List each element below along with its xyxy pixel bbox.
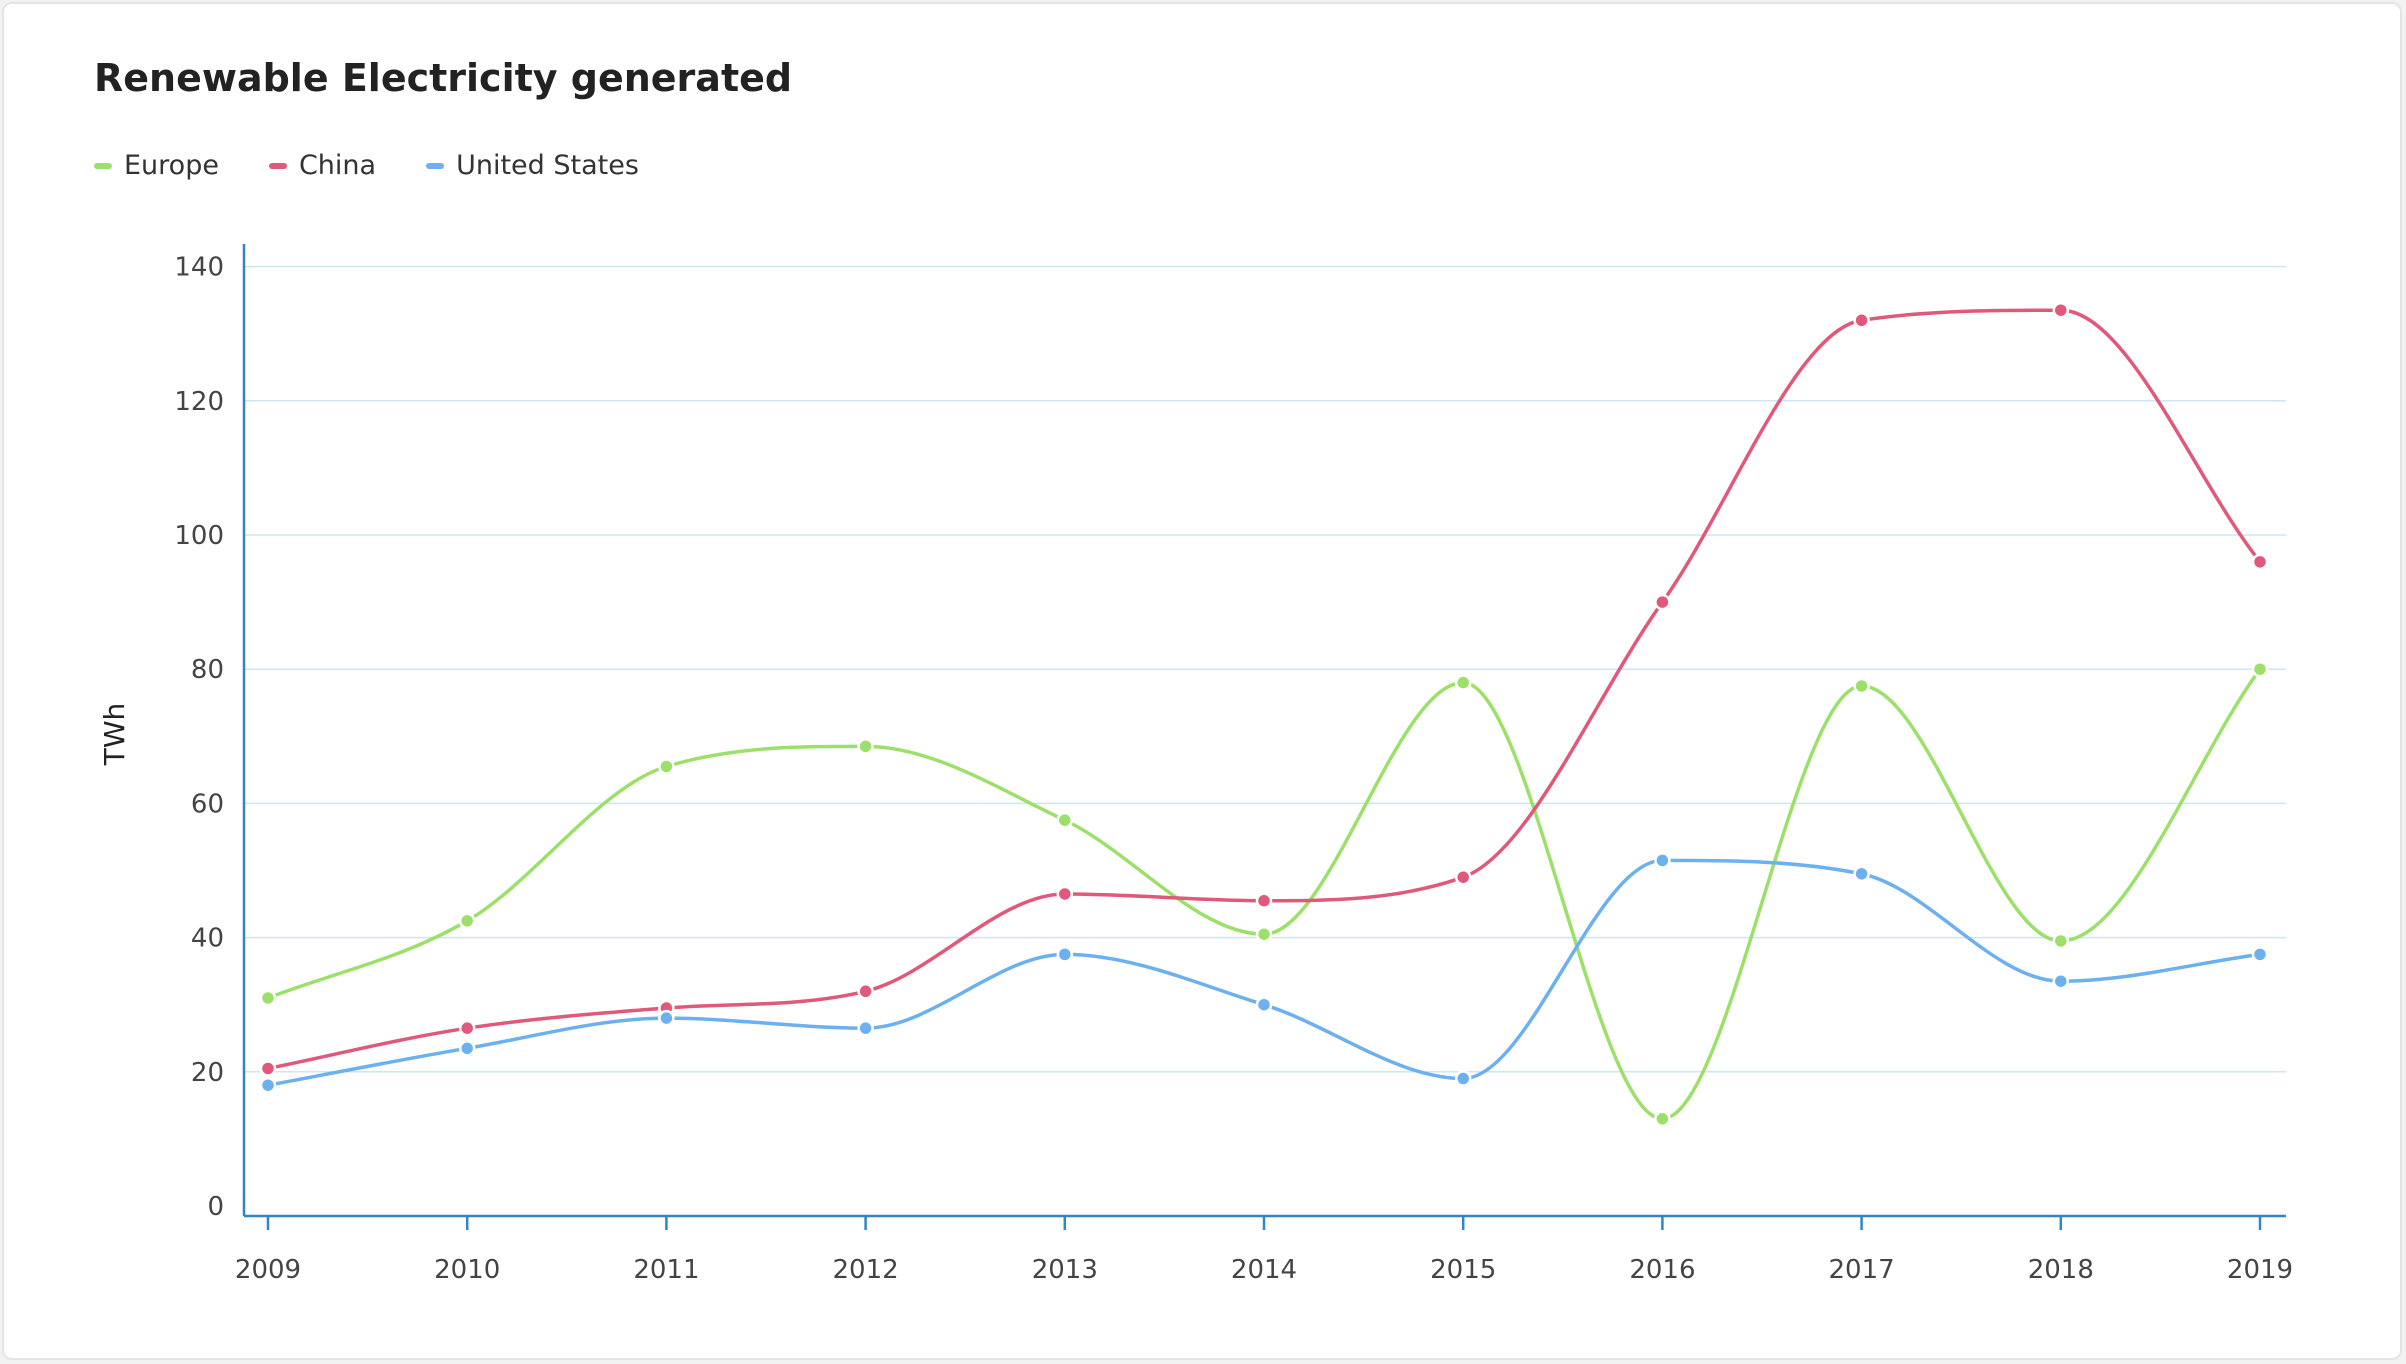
y-tick-label-60: 60 xyxy=(191,789,224,819)
data-point-united-states-2011[interactable] xyxy=(658,1009,675,1027)
data-point-united-states-2016[interactable] xyxy=(1654,852,1671,869)
legend-item-united-states[interactable]: United States xyxy=(426,150,639,181)
legend-label-china: China xyxy=(298,150,377,181)
legend-label-united-states: United States xyxy=(456,150,639,181)
data-point-europe-2014[interactable] xyxy=(1255,925,1273,943)
data-point-united-states-2017[interactable] xyxy=(1853,865,1870,883)
data-point-united-states-2018[interactable] xyxy=(2052,972,2070,990)
axes xyxy=(242,244,2286,1230)
series-line-europe[interactable] xyxy=(267,668,2262,1121)
series-points xyxy=(259,301,2269,1128)
x-tick-label-2013: 2013 xyxy=(1032,1255,1098,1285)
data-point-united-states-2019[interactable] xyxy=(2251,946,2269,963)
data-point-united-states-2014[interactable] xyxy=(1255,996,1273,1013)
series-lines xyxy=(267,308,2262,1121)
legend-item-europe[interactable]: Europe xyxy=(94,150,219,181)
data-point-europe-2011[interactable] xyxy=(658,758,675,775)
y-axis-title: TWh xyxy=(98,703,131,767)
y-tick-label-40: 40 xyxy=(191,924,224,954)
x-tick-label-2017: 2017 xyxy=(1829,1255,1895,1285)
series-line-china[interactable] xyxy=(267,308,2262,1071)
data-point-china-2010[interactable] xyxy=(458,1019,476,1037)
x-tick-label-2011: 2011 xyxy=(633,1255,699,1285)
gridlines xyxy=(244,265,2286,1073)
data-point-china-2009[interactable] xyxy=(259,1060,277,1077)
data-point-europe-2018[interactable] xyxy=(2052,932,2070,950)
y-tick-label-120: 120 xyxy=(174,387,224,417)
chart-title: Renewable Electricity generated xyxy=(94,56,793,100)
data-point-united-states-2015[interactable] xyxy=(1454,1070,1472,1087)
data-point-china-2013[interactable] xyxy=(1056,885,1074,903)
series-line-united-states[interactable] xyxy=(267,858,2261,1087)
data-point-europe-2019[interactable] xyxy=(2251,660,2269,678)
legend-item-china[interactable]: China xyxy=(268,150,377,181)
y-tick-label-140: 140 xyxy=(174,253,224,283)
data-point-china-2014[interactable] xyxy=(1255,892,1273,909)
x-tick-label-2015: 2015 xyxy=(1430,1255,1496,1285)
data-point-united-states-2010[interactable] xyxy=(458,1040,476,1057)
x-tick-label-2012: 2012 xyxy=(833,1255,899,1285)
data-point-china-2018[interactable] xyxy=(2052,301,2070,319)
data-point-united-states-2009[interactable] xyxy=(259,1076,277,1094)
data-point-china-2019[interactable] xyxy=(2251,553,2269,571)
y-tick-label-80: 80 xyxy=(191,655,224,685)
x-tick-label-2016: 2016 xyxy=(1629,1255,1695,1285)
data-point-europe-2010[interactable] xyxy=(458,912,476,930)
data-point-united-states-2012[interactable] xyxy=(857,1019,874,1037)
x-tick-label-2019: 2019 xyxy=(2227,1255,2293,1285)
data-point-europe-2015[interactable] xyxy=(1454,674,1472,691)
data-point-china-2016[interactable] xyxy=(1654,593,1671,611)
tick-labels: 0 20 40 60 80 100 120 140 2009 2010 2011 2012 2013 20… xyxy=(98,253,2293,1285)
x-tick-label-2018: 2018 xyxy=(2028,1255,2094,1285)
data-point-china-2012[interactable] xyxy=(857,983,874,1000)
x-tick-label-2014: 2014 xyxy=(1231,1255,1297,1285)
data-point-europe-2016[interactable] xyxy=(1654,1110,1671,1128)
x-tick-label-2009: 2009 xyxy=(235,1255,301,1285)
x-tick-label-2010: 2010 xyxy=(434,1255,500,1285)
legend-swatch-china xyxy=(268,162,287,169)
y-tick-label-0: 0 xyxy=(207,1192,224,1222)
data-point-europe-2009[interactable] xyxy=(259,989,277,1007)
data-point-europe-2012[interactable] xyxy=(857,738,874,755)
legend-label-europe: Europe xyxy=(124,150,219,181)
legend: Europe China United States xyxy=(94,150,639,181)
data-point-europe-2013[interactable] xyxy=(1056,811,1074,829)
legend-swatch-europe xyxy=(94,162,112,169)
y-tick-label-100: 100 xyxy=(174,521,224,551)
y-tick-label-20: 20 xyxy=(191,1058,224,1088)
data-point-united-states-2013[interactable] xyxy=(1056,946,1074,963)
legend-swatch-united-states xyxy=(426,162,445,169)
data-point-europe-2017[interactable] xyxy=(1853,677,1870,695)
data-point-china-2015[interactable] xyxy=(1454,868,1472,886)
data-point-china-2017[interactable] xyxy=(1853,312,1870,329)
